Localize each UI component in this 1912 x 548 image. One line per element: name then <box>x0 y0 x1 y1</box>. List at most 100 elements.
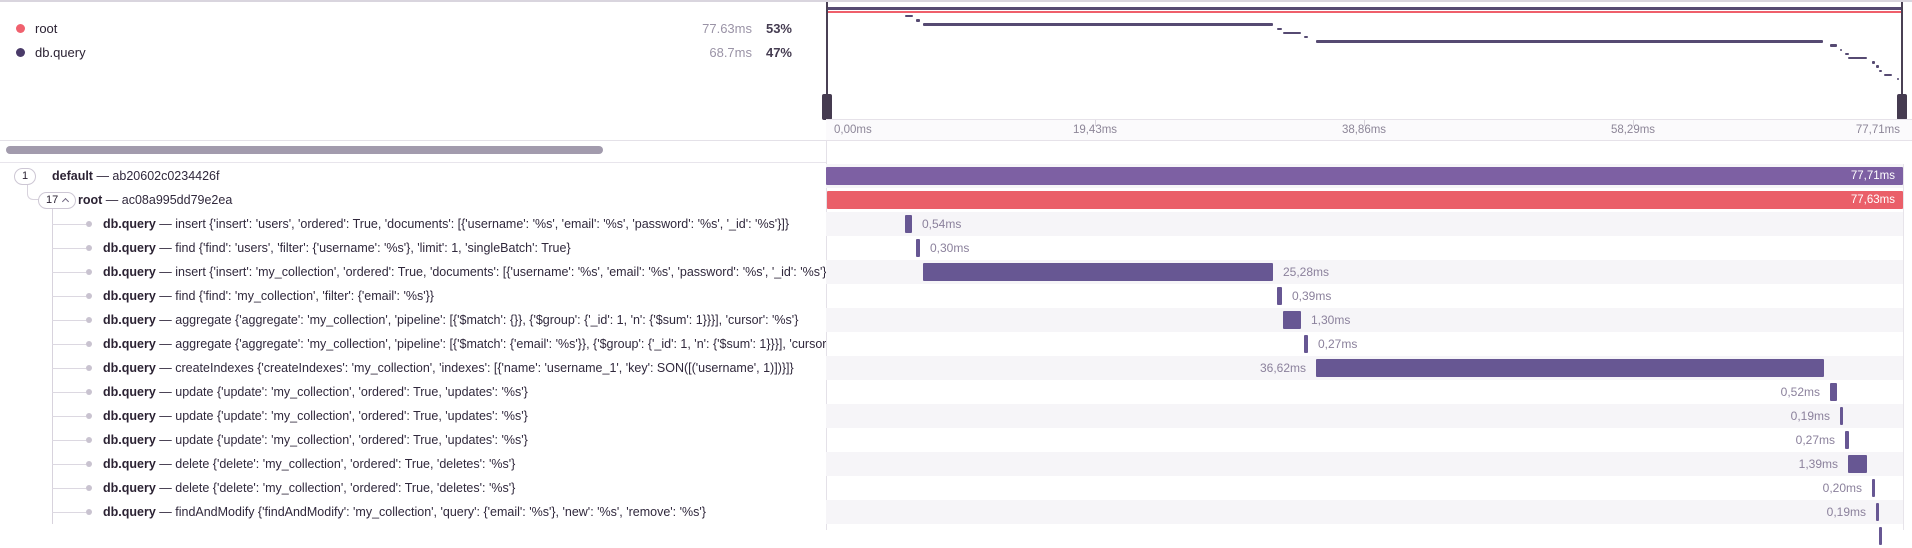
span-op-name: db.query <box>103 385 156 399</box>
axis-tick-label: 0,00ms <box>834 124 872 136</box>
span-description: db.query — delete {'delete': 'my_collect… <box>103 481 516 495</box>
divider <box>0 162 826 163</box>
span-tree-row[interactable]: 1 default — ab20602c0234426f <box>0 164 826 188</box>
span-duration-label: 77,63ms <box>1850 194 1895 206</box>
span-duration-bar[interactable] <box>905 215 912 233</box>
db-query-color-dot <box>16 47 25 57</box>
span-tree-row[interactable]: db.query — delete {'delete': 'my_collect… <box>0 476 826 500</box>
legend-item-db-query[interactable]: db.query 68.7ms 47% <box>16 42 816 62</box>
span-duration-bar[interactable] <box>1876 503 1879 521</box>
span-duration-label: 1,39ms <box>1798 457 1838 471</box>
minimap-span <box>1844 52 1849 56</box>
span-description: db.query — update {'update': 'my_collect… <box>103 409 528 423</box>
span-duration-label: 0,27ms <box>1318 337 1358 351</box>
axis-tick-label: 38,86ms <box>1341 124 1387 136</box>
span-tree-row[interactable]: db.query — find {'find': 'my_collection'… <box>0 284 826 308</box>
trace-minimap[interactable] <box>822 2 1912 120</box>
waterfall-row <box>826 524 1903 548</box>
legend-duration: 77.63ms <box>702 20 752 36</box>
legend-duration: 68.7ms <box>709 44 752 60</box>
span-duration-label: 0,52ms <box>1780 385 1820 399</box>
span-tree-row[interactable]: db.query — update {'update': 'my_collect… <box>0 404 826 428</box>
tree-connector-elbow <box>27 184 38 200</box>
span-duration-bar[interactable] <box>1283 311 1301 329</box>
waterfall-row: 25,28ms <box>826 260 1903 284</box>
span-op-name: db.query <box>103 433 156 447</box>
tree-node-dot <box>86 341 92 347</box>
minimap-left-handle-line <box>826 2 828 119</box>
span-tree-panel: root 77.63ms 53% db.query 68.7ms 47% 1 de… <box>0 2 826 530</box>
tree-connector-branch <box>52 415 86 417</box>
legend-percent: 47% <box>765 44 792 60</box>
span-description: default — ab20602c0234426f <box>52 169 220 183</box>
span-duration-bar[interactable] <box>1316 359 1824 377</box>
window-top-border <box>0 0 1912 2</box>
axis-tick-label: 19,43ms <box>1072 124 1118 136</box>
span-tree-row[interactable]: db.query — createIndexes {'createIndexes… <box>0 356 826 380</box>
tree-connector-branch <box>52 487 86 489</box>
span-duration-bar[interactable] <box>1830 383 1837 401</box>
minimap-span <box>915 19 921 22</box>
span-duration-bar[interactable] <box>1304 335 1308 353</box>
legend-item-root[interactable]: root 77.63ms 53% <box>16 18 816 38</box>
horizontal-scrollbar-thumb[interactable] <box>6 146 603 154</box>
span-duration-bar[interactable] <box>826 167 1903 185</box>
span-duration-bar[interactable] <box>1872 479 1875 497</box>
span-duration-bar[interactable] <box>827 191 1903 209</box>
tree-node-dot <box>86 317 92 323</box>
tree-node-dot <box>86 293 92 299</box>
span-tree-row[interactable]: db.query — insert {'insert': 'users', 'o… <box>0 212 826 236</box>
minimap-span <box>1872 61 1875 64</box>
span-duration-bar[interactable] <box>1845 431 1849 449</box>
span-description: db.query — createIndexes {'createIndexes… <box>103 361 794 375</box>
minimap-span <box>1839 48 1843 51</box>
waterfall-row: 0,54ms <box>826 212 1903 236</box>
span-op-name: db.query <box>103 337 156 351</box>
time-axis: 0,00ms 19,43ms 38,86ms 58,29ms 77,71ms <box>826 119 1912 141</box>
span-tree-row[interactable]: db.query — find {'find': 'users', 'filte… <box>0 236 826 260</box>
span-duration-bar[interactable] <box>916 239 920 257</box>
tree-connector-branch <box>52 511 86 513</box>
tree-connector-trunk <box>52 206 53 524</box>
minimap-span <box>826 6 1903 10</box>
minimap-span <box>1315 40 1824 43</box>
tree-node-dot <box>86 269 92 275</box>
span-duration-label: 0,30ms <box>930 241 970 255</box>
span-duration-label: 0,19ms <box>1790 409 1830 423</box>
minimap-left-handle-grip[interactable] <box>822 94 832 120</box>
tree-connector-branch <box>52 343 86 345</box>
span-tree-row[interactable]: db.query — update {'update': 'my_collect… <box>0 428 826 452</box>
span-description: db.query — find {'find': 'my_collection'… <box>103 289 434 303</box>
chevron-up-icon <box>62 197 70 205</box>
span-duration-bar[interactable] <box>1277 287 1282 305</box>
tree-node-dot <box>86 461 92 467</box>
collapse-badge[interactable]: 17 <box>38 191 77 209</box>
span-duration-bar[interactable] <box>923 263 1273 281</box>
minimap-right-handle-grip[interactable] <box>1897 94 1907 120</box>
span-description: db.query — aggregate {'aggregate': 'my_c… <box>103 313 799 327</box>
span-tree-row[interactable]: db.query — aggregate {'aggregate': 'my_c… <box>0 332 826 356</box>
span-description: db.query — find {'find': 'users', 'filte… <box>103 241 571 255</box>
span-description: db.query — update {'update': 'my_collect… <box>103 433 528 447</box>
span-tree-row[interactable]: db.query — findAndModify {'findAndModify… <box>0 500 826 524</box>
child-count-badge[interactable]: 1 <box>14 167 37 185</box>
legend-label: root <box>35 20 58 36</box>
span-duration-bar[interactable] <box>1848 455 1867 473</box>
span-op-name: db.query <box>103 409 156 423</box>
span-tree-row[interactable]: db.query — aggregate {'aggregate': 'my_c… <box>0 308 826 332</box>
waterfall-row: 0,52ms <box>826 380 1903 404</box>
span-duration-label: 1,30ms <box>1311 313 1351 327</box>
tree-node-dot <box>86 509 92 515</box>
minimap-span <box>905 14 913 18</box>
span-tree-row[interactable]: 17 root — ac08a995dd79e2ea <box>0 188 826 212</box>
axis-tick-label: 58,29ms <box>1610 124 1656 136</box>
axis-tick-mark <box>1364 120 1365 126</box>
span-duration-bar[interactable] <box>1840 407 1843 425</box>
span-tree-row[interactable]: db.query — insert {'insert': 'my_collect… <box>0 260 826 284</box>
waterfall-row: 0,39ms <box>826 284 1903 308</box>
span-tree-row[interactable]: db.query — delete {'delete': 'my_collect… <box>0 452 826 476</box>
span-tree-row[interactable]: db.query — update {'update': 'my_collect… <box>0 380 826 404</box>
minimap-right-handle-line <box>1901 2 1903 119</box>
span-op-name: root <box>78 193 103 207</box>
span-description: db.query — aggregate {'aggregate': 'my_c… <box>103 337 826 351</box>
